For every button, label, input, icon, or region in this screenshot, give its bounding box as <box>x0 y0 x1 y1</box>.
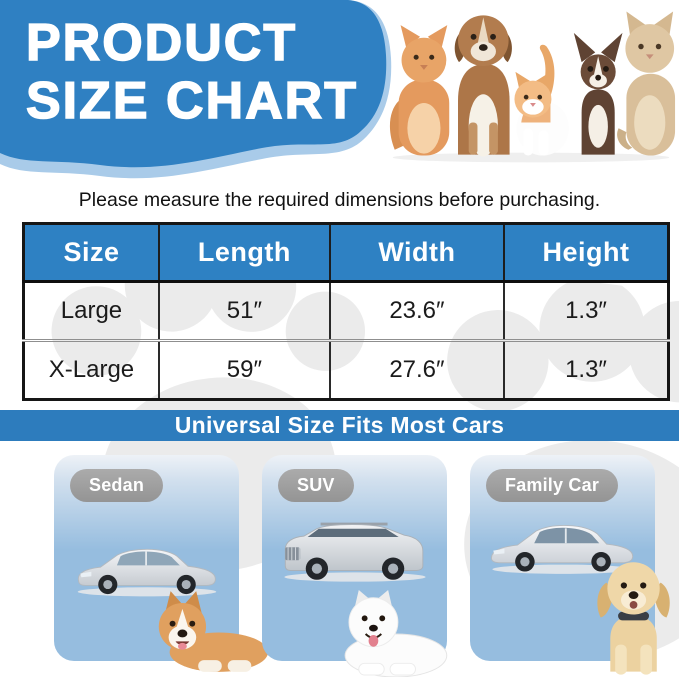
cell-height: 1.3″ <box>503 281 669 341</box>
sedan-car-illustration <box>77 548 216 597</box>
cell-size: X-Large <box>48 356 135 383</box>
cell-width: 23.6″ <box>328 281 504 341</box>
page-title-line1: PRODUCT <box>25 13 298 73</box>
family-car-illustration <box>490 525 634 574</box>
vehicle-panel-sedan: Sedan <box>54 455 269 672</box>
pets-group-photo <box>389 11 676 163</box>
cell-length: 51″ <box>157 281 330 341</box>
table-row-large: Large 51″ 23.6″ 1.3″ <box>24 281 669 341</box>
samoyed-dog-illustration <box>344 589 448 677</box>
cell-size: Large <box>60 297 123 324</box>
vehicle-panel-family-car: Family Car <box>470 455 670 675</box>
chihuahua-illustration <box>573 32 623 155</box>
page-title-line2: SIZE CHART <box>25 71 358 131</box>
suv-car-illustration <box>283 522 426 582</box>
universal-size-banner: Universal Size Fits Most Cars <box>0 410 679 441</box>
cell-length: 59″ <box>157 340 330 400</box>
orange-white-cat-illustration <box>514 44 569 156</box>
brown-white-dog-illustration <box>454 15 512 157</box>
title-blob <box>0 0 387 168</box>
size-table-header-row: Size Length Width Height <box>23 223 669 282</box>
cell-height: 1.3″ <box>503 340 669 400</box>
col-header-height: Height <box>503 223 669 282</box>
universal-size-banner-text: Universal Size Fits Most Cars <box>174 412 505 438</box>
corgi-dog-illustration <box>158 591 269 672</box>
golden-retriever-puppy-illustration <box>597 562 670 675</box>
col-header-width: Width <box>328 223 504 282</box>
page-title: PRODUCT SIZE CHART <box>25 13 358 131</box>
vehicle-label-sedan: Sedan <box>70 469 164 502</box>
vehicle-label-family-car: Family Car <box>486 469 619 502</box>
vehicle-panel-suv: SUV <box>262 455 448 677</box>
table-row-xlarge: X-Large 59″ 27.6″ 1.3″ <box>23 340 669 400</box>
cream-cat-illustration <box>617 11 676 156</box>
col-header-length: Length <box>157 223 330 282</box>
size-table: Size Length Width Height Large 51″ 23.6″… <box>22 222 670 401</box>
vehicle-label-suv: SUV <box>278 469 354 502</box>
title-blob-shape <box>0 0 392 179</box>
cell-width: 27.6″ <box>328 340 504 400</box>
col-header-size: Size <box>23 223 159 282</box>
hero-header: PRODUCT SIZE CHART <box>0 0 679 210</box>
measure-notice: Please measure the required dimensions b… <box>78 189 601 211</box>
orange-tabby-cat-illustration <box>389 25 450 156</box>
